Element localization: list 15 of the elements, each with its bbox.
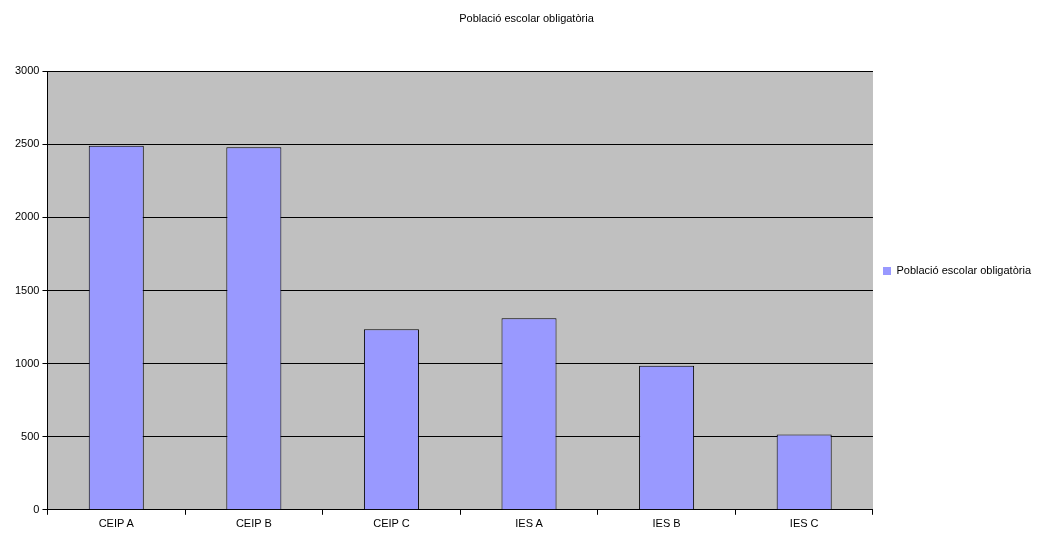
x-tick-label: IES B — [652, 517, 681, 530]
y-tick-label: 0 — [33, 502, 40, 515]
y-tick-label: 2500 — [14, 137, 40, 150]
x-tick-label: CEIP A — [98, 517, 135, 530]
x-tick-label: IES A — [515, 517, 544, 530]
legend-label: Població escolar obligatòria — [896, 264, 1032, 277]
y-tick-label: 1000 — [14, 356, 40, 369]
y-tick-label: 1500 — [14, 283, 40, 296]
y-tick-label: 2000 — [14, 210, 40, 223]
y-tick-label: 500 — [21, 429, 40, 442]
x-tick-label: CEIP C — [373, 517, 410, 530]
y-tick-label: 3000 — [14, 64, 40, 77]
x-tick-label: CEIP B — [235, 517, 272, 530]
chart-title: Població escolar obligatòria — [459, 11, 595, 24]
x-tick-label: IES C — [789, 517, 819, 530]
